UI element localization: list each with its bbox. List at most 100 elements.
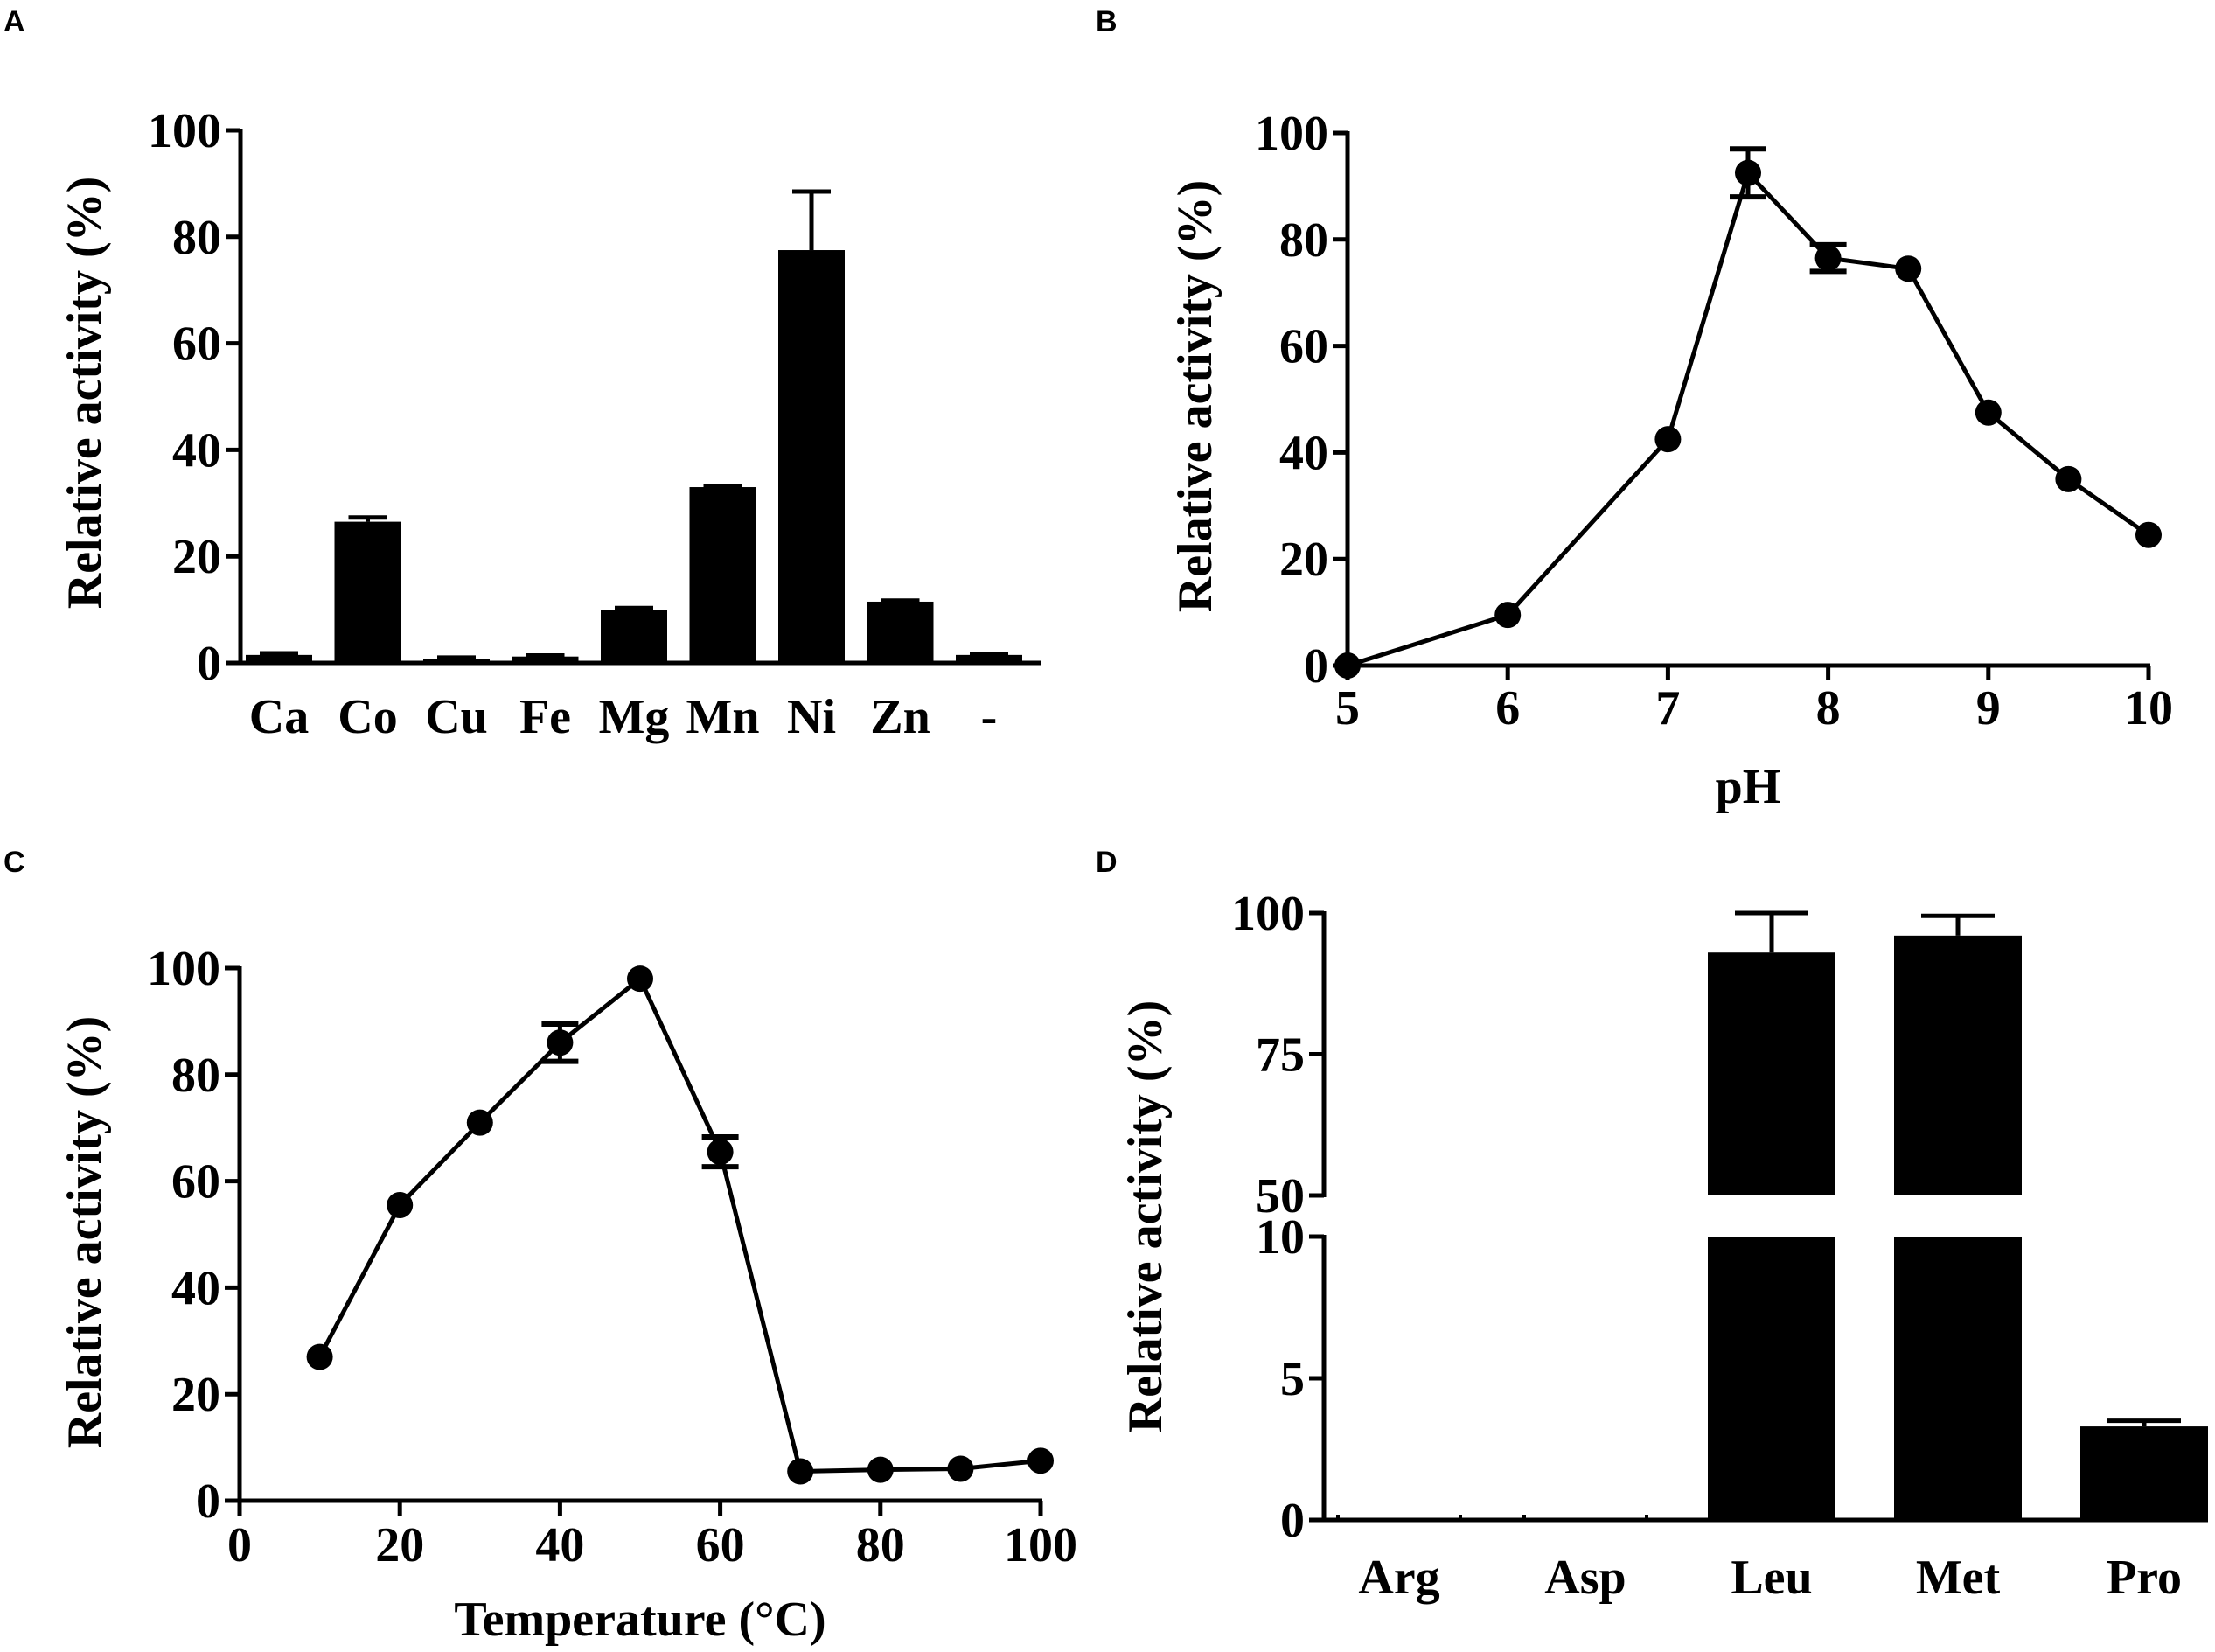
y-tick-label: 20 (1279, 533, 1328, 587)
category-label: Fe (519, 690, 571, 744)
panel-label-b: B (1096, 5, 1118, 38)
category-label: Arg (1358, 1551, 1439, 1605)
panel-label-d: D (1096, 846, 1118, 879)
bar (867, 601, 934, 663)
data-point (1975, 399, 2002, 426)
x-tick-label: 10 (2124, 681, 2173, 735)
bar (778, 250, 845, 663)
y-tick-label: 0 (1304, 639, 1328, 694)
x-tick-label: 40 (535, 1518, 584, 1572)
chart-c-temperature: 0 20 40 60 80 100 0 20 40 60 80 100 Temperature (°C)… (58, 942, 1077, 1647)
y-tick-label: 0 (1280, 1494, 1305, 1548)
category-label: - (981, 690, 998, 744)
bar (512, 656, 579, 663)
bar (246, 654, 312, 663)
category-label: Co (338, 690, 397, 744)
bar (601, 610, 667, 663)
category-label: Cu (425, 690, 488, 744)
data-point (1494, 602, 1522, 629)
x-axis-title: pH (1716, 760, 1781, 814)
data-point (1735, 159, 1761, 186)
y-tick-label: 80 (171, 1049, 220, 1103)
x-tick-label: 8 (1816, 681, 1841, 735)
data-point (387, 1192, 414, 1219)
y-tick-label: 60 (171, 1155, 220, 1209)
data-point (947, 1455, 974, 1482)
data-point (1654, 426, 1682, 453)
x-tick-label: 9 (1976, 681, 2001, 735)
y-tick-label: 100 (147, 942, 220, 996)
bar-lower-segment (1894, 1237, 2022, 1520)
y-tick-label: 5 (1280, 1352, 1305, 1406)
x-axis-title: Temperature (°C) (454, 1593, 825, 1647)
bar (956, 654, 1022, 663)
chart-a-metal-ions: 0 20 40 60 80 100 Ca Co Cu Fe Mg Mn Ni Zn - Relative ac… (58, 104, 1041, 744)
category-label: Ni (787, 690, 836, 744)
chart-b-ph: 0 20 40 60 80 100 5 6 7 8 9 10 pH Relative activity (… (1168, 107, 2173, 814)
y-tick-label: 20 (171, 1368, 220, 1422)
y-tick-label: 10 (1256, 1210, 1305, 1265)
y-axis-title: Relative activity (%) (1118, 1000, 1173, 1432)
data-point (466, 1109, 493, 1136)
y-axis-title: Relative activity (%) (1168, 180, 1222, 612)
series-line (317, 976, 1041, 1474)
bar-lower-segment (1708, 1237, 1835, 1520)
category-label: Asp (1544, 1551, 1626, 1605)
panel-label-a: A (3, 5, 25, 38)
data-point (1895, 255, 1922, 282)
y-tick-label: 100 (1255, 107, 1328, 161)
y-axis-title: Relative activity (%) (58, 177, 112, 609)
y-tick-label: 75 (1256, 1028, 1305, 1083)
y-axis-title: Relative activity (%) (58, 1016, 112, 1448)
x-tick-label: 0 (227, 1518, 252, 1572)
category-label: Mn (686, 690, 760, 744)
category-label: Leu (1731, 1551, 1812, 1605)
data-point (1814, 245, 1842, 272)
data-point (867, 1456, 894, 1483)
y-tick-label: 60 (1279, 320, 1328, 374)
panel-label-c: C (3, 846, 25, 879)
category-label: Pro (2107, 1551, 2182, 1605)
data-point (1027, 1447, 1054, 1474)
y-tick-label: 80 (1279, 213, 1328, 268)
data-point (1334, 652, 1361, 679)
y-tick-label: 80 (172, 211, 221, 265)
bar-upper-segment (1894, 935, 2022, 1195)
y-tick-label: 0 (197, 637, 221, 691)
x-tick-label: 100 (1004, 1518, 1077, 1572)
y-tick-label: 40 (1279, 426, 1328, 480)
category-label: Zn (870, 690, 930, 744)
bar (2080, 1426, 2208, 1520)
x-tick-label: 80 (856, 1518, 905, 1572)
data-point (547, 1029, 574, 1056)
data-point (2055, 465, 2082, 492)
bar (334, 521, 401, 663)
y-tick-label: 100 (148, 104, 221, 158)
x-tick-label: 6 (1495, 681, 1520, 735)
data-point (787, 1458, 814, 1485)
category-label: Mg (599, 690, 670, 744)
category-label: Met (1916, 1551, 2001, 1605)
x-tick-label: 5 (1335, 681, 1360, 735)
data-point (306, 1343, 333, 1370)
x-tick-label: 7 (1655, 681, 1680, 735)
y-tick-label: 100 (1231, 887, 1305, 941)
y-tick-label: 40 (172, 423, 221, 477)
x-tick-label: 60 (696, 1518, 745, 1572)
y-tick-label: 40 (171, 1261, 220, 1315)
y-tick-label: 20 (172, 530, 221, 584)
data-point (2135, 521, 2162, 548)
bar (689, 487, 756, 663)
bar (423, 659, 490, 663)
y-tick-label: 60 (172, 317, 221, 372)
y-tick-label: 0 (196, 1474, 220, 1529)
x-tick-label: 20 (375, 1518, 424, 1572)
series-line (1347, 171, 2150, 668)
bar-upper-segment (1708, 952, 1835, 1195)
data-point (707, 1139, 734, 1166)
y-tick-label: 50 (1256, 1169, 1305, 1223)
category-label: Ca (249, 690, 309, 744)
data-point (627, 965, 653, 993)
